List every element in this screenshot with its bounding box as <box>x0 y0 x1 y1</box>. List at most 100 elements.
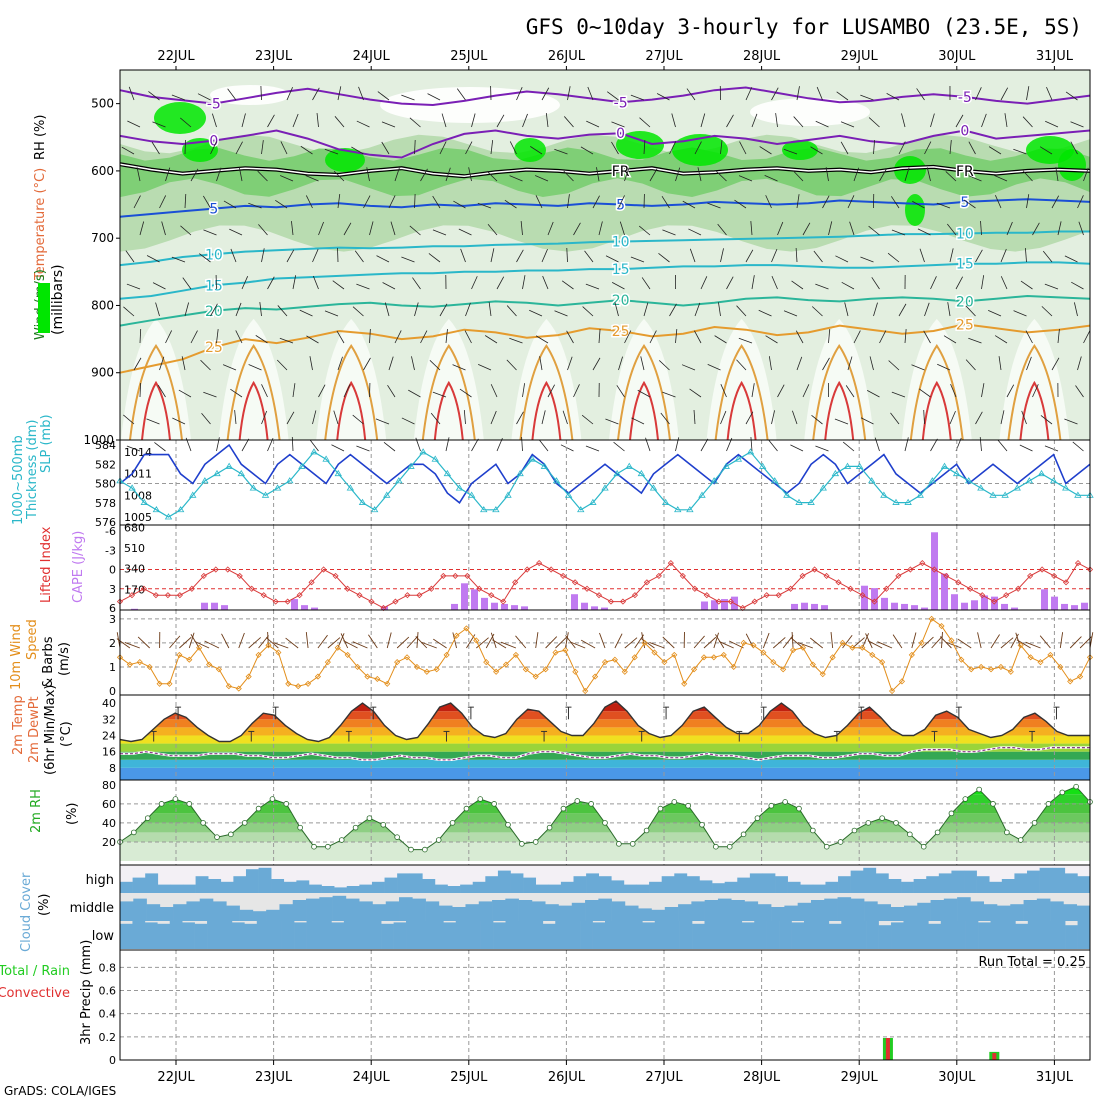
contour-label: 0 <box>209 134 218 150</box>
rh-marker <box>754 815 761 821</box>
slp-marker <box>940 462 949 469</box>
wind-speed-marker <box>512 651 519 658</box>
slp-marker <box>1037 469 1046 477</box>
surface-wind-barb <box>729 640 744 649</box>
cloud-bar-middle <box>624 905 639 921</box>
wind-barb <box>286 249 295 263</box>
wind-speed-marker <box>730 663 737 671</box>
slp-marker <box>1001 491 1009 498</box>
wind-barb <box>235 302 242 317</box>
rh-marker <box>546 824 553 831</box>
cape-bar <box>591 606 598 610</box>
lifted-index-marker <box>356 592 363 599</box>
wind-barb <box>898 303 907 317</box>
cape-bar <box>901 603 908 610</box>
cloud-bar-low <box>443 922 457 949</box>
wind-barb <box>165 330 173 344</box>
wind-barb <box>765 335 778 344</box>
wind-barb <box>292 113 299 128</box>
wind-barb <box>955 114 964 128</box>
surface-wind-barb <box>476 637 489 649</box>
cloud-bar-middle <box>717 898 732 921</box>
cloud-bar-high <box>308 884 322 893</box>
wind-speed-marker <box>433 666 440 673</box>
lifted-index-marker <box>883 585 890 592</box>
rh-marker <box>408 846 414 853</box>
cloud-bar-middle <box>159 907 174 921</box>
cloud-bar-high <box>913 879 927 893</box>
wind-barb <box>351 146 364 155</box>
thickness-panel-label: SLP (mb) <box>39 414 54 473</box>
wind-barb <box>382 282 396 290</box>
cloud-bar-high <box>283 881 297 893</box>
rh-axis-labels: 2m RH (%) <box>29 789 80 833</box>
cloud-bar-high <box>460 884 474 893</box>
wind-barb <box>306 335 319 344</box>
wind-barb <box>139 221 145 236</box>
wind-barb <box>248 202 262 209</box>
wind-tick-label: 2 <box>109 637 116 650</box>
surface-wind-barb <box>555 636 568 649</box>
wind-speed-marker <box>641 639 648 646</box>
contour-label: 10 <box>956 226 974 242</box>
wind-barb <box>384 302 390 317</box>
day-label-bottom: 23JUL <box>255 1070 293 1085</box>
slp-marker <box>771 477 779 484</box>
wind-barb <box>230 248 237 263</box>
wind-barb <box>504 199 517 209</box>
wind-barb <box>739 141 747 155</box>
cloud-bar-middle <box>306 898 320 921</box>
surface-wind-barb <box>892 634 903 649</box>
panel-frame <box>119 949 1091 1061</box>
contour-label: 5 <box>616 198 625 214</box>
slp-marker <box>492 506 500 513</box>
slp-marker <box>164 513 173 520</box>
surface-wind-barb <box>911 632 917 649</box>
wind-speed-marker <box>700 654 708 661</box>
rh-blob <box>1058 149 1086 181</box>
thickness-tick-label: 584 <box>95 439 116 452</box>
cloud-bar-high <box>560 881 574 893</box>
cloud-bar-high <box>1077 876 1091 893</box>
wind-barb <box>414 193 416 209</box>
wind-barb <box>637 389 651 398</box>
wind-barb <box>463 410 466 425</box>
wind-barb <box>275 199 288 209</box>
surface-wind-barb <box>790 637 804 649</box>
wind-speed-marker <box>126 661 133 668</box>
wind-barb <box>860 417 874 425</box>
cloud-bar-low <box>393 922 407 949</box>
wind-barb <box>223 200 237 209</box>
cloud-bar-middle <box>266 909 280 921</box>
cloud-bar-middle <box>1050 901 1064 921</box>
wind-barb <box>564 116 574 128</box>
wind-barb <box>1044 283 1059 290</box>
boundary-layer-plume <box>121 318 191 440</box>
cloud-bar-high <box>586 873 600 893</box>
wind-speed-marker <box>918 639 925 646</box>
cloud-bar-middle <box>438 905 453 921</box>
wind-axis-labels: 10m Wind Speed & Barbs (m/s) <box>9 619 72 690</box>
rh-stripe <box>120 794 1090 804</box>
wind-barb <box>585 445 600 452</box>
cloud-bar-middle <box>611 901 626 921</box>
wind-panel-label: Speed <box>25 619 40 660</box>
boundary-layer-plume <box>511 318 582 440</box>
rh-blob <box>154 102 206 134</box>
temp-contour-35 <box>141 380 171 441</box>
surface-wind-barb <box>305 632 309 649</box>
rh-tick-label: 20 <box>102 836 116 849</box>
rh-marker <box>643 827 650 834</box>
slp-marker <box>880 491 888 498</box>
lifted-index-marker <box>1027 572 1034 579</box>
wind-speed-marker <box>601 659 609 666</box>
wind-barb <box>161 221 166 236</box>
wind-barb <box>567 86 571 101</box>
wind-speed-marker <box>651 649 658 656</box>
wind-barb <box>486 170 498 182</box>
wind-barb <box>152 121 166 128</box>
cape-bar <box>701 601 708 610</box>
wind-barb <box>178 389 192 398</box>
wind-barb <box>566 330 574 344</box>
slp-marker <box>843 462 852 469</box>
